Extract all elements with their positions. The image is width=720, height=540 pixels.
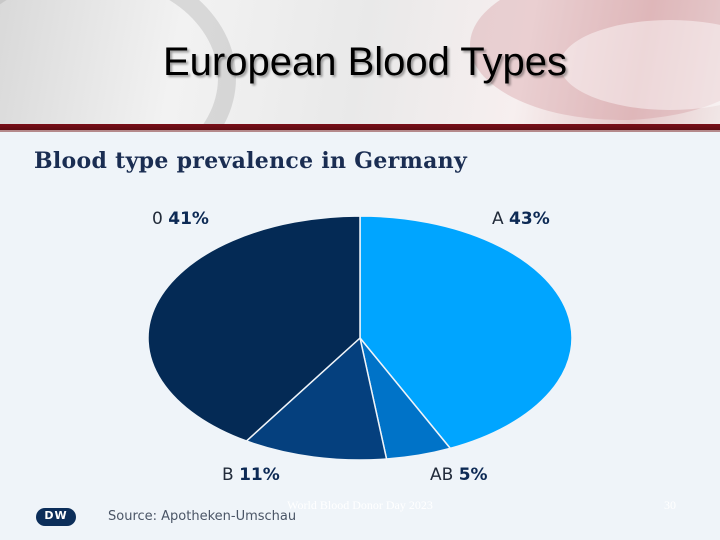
slice-label-0: 0 41% <box>152 209 209 229</box>
slice-label-b: B 11% <box>222 465 280 485</box>
slice-category-label: 0 <box>152 209 168 229</box>
chart-title: Blood type prevalence in Germany <box>34 148 468 174</box>
pie-labels: A 43%AB 5%B 11%0 41% <box>152 209 550 485</box>
header-divider <box>0 124 720 130</box>
slice-value-label: 5% <box>459 465 488 485</box>
slice-category-label: AB <box>430 465 459 485</box>
dw-logo-text: DW <box>44 509 68 522</box>
slide-header-banner <box>0 0 720 124</box>
slice-value-label: 43% <box>509 209 550 229</box>
slice-value-label: 41% <box>168 209 209 229</box>
slide-number: 30 <box>664 498 676 512</box>
header-divider-accent <box>0 130 720 132</box>
chart-source: Source: Apotheken-Umschau <box>108 509 297 524</box>
slide-title: European Blood Types <box>162 40 567 84</box>
pie-slice-a <box>359 215 573 450</box>
slide-footer-text: World Blood Donor Day 2023 <box>287 498 433 512</box>
slice-category-label: B <box>222 465 239 485</box>
slice-label-ab: AB 5% <box>430 465 488 485</box>
dw-logo: DW <box>36 508 76 526</box>
pie-slices <box>147 215 573 461</box>
slice-label-a: A 43% <box>492 209 550 229</box>
pie-slice-0 <box>147 215 361 442</box>
slice-category-label: A <box>492 209 509 229</box>
pie-slice-b <box>244 336 388 461</box>
slice-value-label: 11% <box>239 465 280 485</box>
